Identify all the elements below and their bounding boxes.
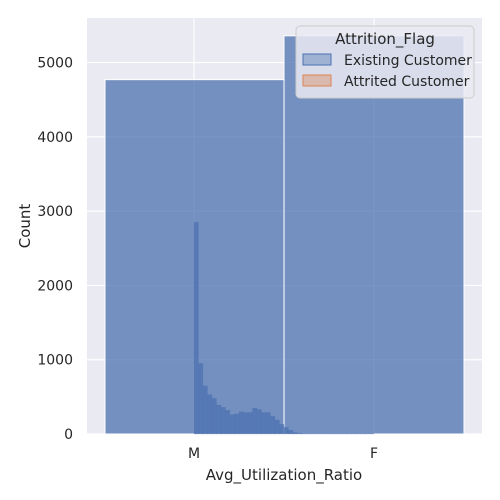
histogram-bars — [193, 222, 375, 435]
y-tick-label-4: 4000 — [37, 130, 73, 146]
x-axis-label: Avg_Utilization_Ratio — [206, 466, 362, 485]
hist-bin-20 — [283, 427, 289, 435]
legend-box — [295, 25, 475, 99]
legend-label-existing: Existing Customer — [344, 53, 472, 69]
hist-bin-1 — [198, 363, 204, 435]
hist-bin-21 — [288, 430, 294, 435]
y-tick-labels: 0 1000 2000 3000 4000 5000 — [37, 56, 73, 443]
hist-bin-19 — [279, 424, 285, 435]
bar-F — [283, 35, 465, 435]
hist-bin-2 — [202, 385, 208, 435]
hist-bin-12 — [247, 412, 253, 435]
hist-bin-11 — [243, 412, 249, 435]
hist-bin-23 — [297, 433, 303, 435]
y-axis-label: Count — [16, 204, 34, 249]
hist-bin-14 — [256, 409, 262, 435]
y-tick-label-0: 0 — [64, 427, 73, 443]
hist-bin-8 — [229, 414, 235, 435]
hist-bin-0 — [193, 222, 199, 435]
legend: Attrition_Flag Existing Customer Attrite… — [295, 25, 475, 99]
x-tick-label-F: F — [370, 446, 378, 462]
y-tick-label-3: 3000 — [37, 204, 73, 220]
hist-bin-4 — [211, 398, 217, 435]
hist-bin-6 — [220, 407, 226, 435]
hist-bin-17 — [270, 415, 276, 435]
hist-bin-18 — [274, 419, 280, 435]
hist-bin-15 — [261, 412, 267, 435]
y-tick-label-1: 1000 — [37, 353, 73, 369]
hist-bin-16 — [265, 412, 271, 435]
x-tick-label-M: M — [188, 446, 200, 462]
legend-swatch-attrited — [302, 74, 332, 87]
hist-bin-13 — [252, 407, 258, 435]
hist-bin-9 — [234, 413, 240, 435]
hist-bin-10 — [238, 411, 244, 435]
hist-bin-22 — [292, 432, 298, 435]
hist-bin-3 — [207, 394, 213, 435]
hist-bin-7 — [225, 409, 231, 435]
y-tick-label-2: 2000 — [37, 278, 73, 294]
hist-bin-5 — [216, 404, 222, 435]
legend-swatch-existing — [302, 53, 332, 66]
legend-title: Attrition_Flag — [335, 30, 435, 49]
y-tick-label-5: 5000 — [37, 56, 73, 72]
legend-label-attrited: Attrited Customer — [344, 74, 470, 90]
